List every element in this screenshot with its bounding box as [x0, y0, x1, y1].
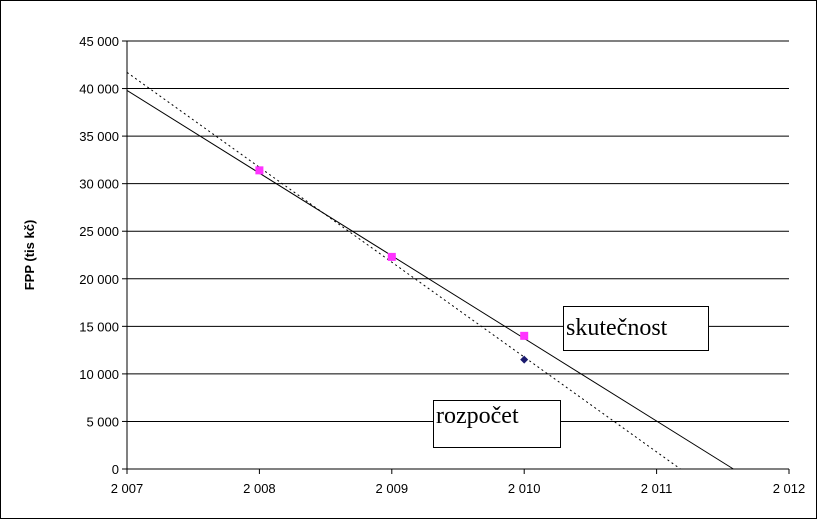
y-tick-label: 45 000	[79, 34, 119, 49]
point-skutecnost	[387, 252, 396, 261]
x-tick-label: 2 011	[641, 481, 673, 496]
trendline-skutecnost	[126, 90, 734, 470]
x-tick-label: 2 010	[508, 481, 541, 496]
trendlines	[126, 71, 734, 470]
trendline-rozpocet	[126, 71, 681, 470]
y-tick-label: 20 000	[79, 272, 119, 287]
point-rozpocet	[520, 355, 529, 364]
y-tick-label: 15 000	[79, 319, 119, 334]
data-points	[255, 166, 529, 364]
y-tick-label: 10 000	[79, 367, 119, 382]
annotation-skutecnost: skutečnost	[563, 306, 709, 351]
annotation-rozpocet: rozpočet	[433, 400, 561, 448]
y-tick-label: 0	[112, 462, 119, 477]
y-axis-label: FPP (tis kč)	[22, 220, 37, 291]
y-tick-label: 5 000	[86, 414, 119, 429]
y-tick-label: 40 000	[79, 82, 119, 97]
y-tick-label: 35 000	[79, 129, 119, 144]
point-skutecnost	[255, 166, 264, 175]
y-tick-label: 30 000	[79, 177, 119, 192]
x-tick-label: 2 007	[111, 481, 144, 496]
gridlines	[127, 40, 789, 422]
axes	[122, 40, 790, 474]
x-tick-label: 2 012	[773, 481, 806, 496]
y-tick-label: 25 000	[79, 224, 119, 239]
point-skutecnost	[520, 331, 529, 340]
y-tick-labels: 0 5 000 10 000 15 000 20 000 25 000 30 000 35 0…	[79, 34, 119, 477]
x-tick-label: 2 008	[243, 481, 276, 496]
x-tick-label: 2 009	[376, 481, 409, 496]
x-tick-labels: 2 007 2 008 2 009 2 010 2 011 2 012	[111, 481, 806, 496]
